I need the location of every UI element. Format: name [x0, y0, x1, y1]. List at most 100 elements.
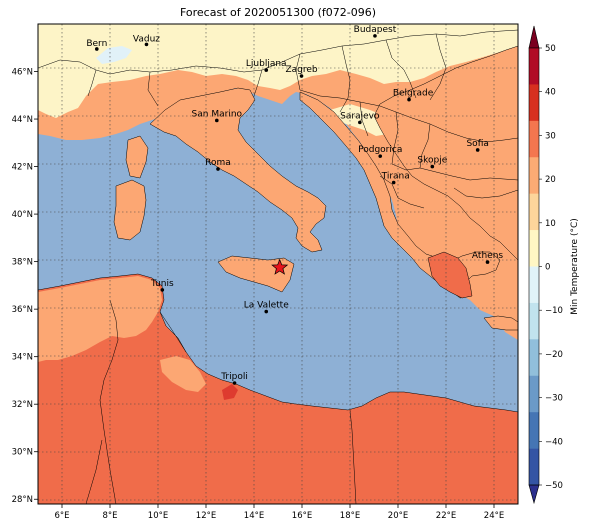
city-dot	[378, 154, 383, 158]
colorbar-tick-label: −20	[545, 350, 563, 360]
colorbar-tick-label: 0	[545, 263, 550, 273]
city-dot	[160, 288, 165, 292]
x-tick-label: 10°E	[148, 511, 168, 521]
city-dot	[430, 164, 435, 169]
marker-layer	[271, 258, 289, 275]
y-tick-label: 46°N	[12, 68, 33, 78]
colorbar-band	[529, 339, 539, 377]
city-label: Belgrade	[393, 89, 434, 99]
land-tunisia-warm	[38, 276, 162, 362]
colorbar-band	[529, 84, 539, 122]
colorbar-band	[529, 302, 539, 340]
y-tick-label: 42°N	[12, 163, 33, 173]
land-italy	[149, 87, 327, 253]
x-tick-label: 12°E	[196, 511, 216, 521]
x-tick-label: 20°E	[388, 511, 408, 521]
x-axis-ticks: 6°E 8°E 10°E 12°E 14°E 16°E 18°E 20°E 22°E 24°E	[54, 504, 504, 521]
city-dot	[407, 97, 411, 102]
colorbar-tick-label: −10	[545, 306, 563, 316]
y-tick-label: 32°N	[12, 400, 33, 410]
x-tick-label: 18°E	[340, 511, 360, 521]
city-dot	[144, 42, 149, 47]
x-tick-label: 16°E	[292, 511, 312, 521]
colorbar-band	[529, 157, 539, 194]
city-label: Roma	[205, 158, 231, 168]
colorbar-tick-label: −50	[545, 481, 563, 491]
city-dot	[358, 120, 362, 125]
colorbar-band	[529, 375, 539, 413]
colorbar-band	[529, 266, 539, 304]
colorbar-band	[529, 412, 539, 449]
city-label: Budapest	[354, 25, 397, 35]
colorbar-tick-label: −30	[545, 394, 563, 404]
colorbar-tick-label: 50	[545, 44, 556, 54]
city-dot	[391, 180, 396, 185]
land-africa	[38, 273, 518, 504]
city-dot	[264, 68, 269, 72]
colorbar-tick-label: 30	[545, 131, 556, 141]
graticule	[38, 24, 518, 504]
y-tick-label: 40°N	[12, 210, 33, 220]
city-label: Podgorica	[358, 145, 402, 155]
colorbar: −50 −40 −30 −20 −10 0 10 20 30 40 50 Min Temperatur…	[528, 25, 580, 505]
land-sardinia	[113, 179, 147, 241]
y-tick-label: 30°N	[12, 448, 33, 458]
colorbar-tick-label: 40	[545, 88, 556, 98]
colorbar-band	[529, 120, 539, 158]
country-borders	[38, 29, 518, 504]
city-dot	[95, 47, 99, 51]
snow-alps	[96, 46, 132, 64]
city-dot	[216, 167, 220, 171]
colorbar-tick-label: −40	[545, 437, 563, 447]
colorbar-band	[529, 448, 539, 486]
y-tick-label: 38°N	[12, 258, 33, 268]
colorbar-tick-label: 20	[545, 175, 556, 185]
map-frame	[37, 23, 519, 505]
city-dot	[232, 381, 237, 385]
land-corsica	[125, 135, 149, 179]
colorbar-tick-label: 10	[545, 219, 556, 229]
x-tick-label: 22°E	[436, 511, 456, 521]
colorbar-band	[529, 48, 539, 85]
city-dot	[485, 260, 490, 264]
city-label: Tunis	[150, 279, 174, 289]
city-label: Ljubljana	[246, 59, 287, 69]
city-dot	[215, 118, 219, 123]
x-tick-label: 24°E	[484, 511, 504, 521]
map-title: Forecast of 2020051300 (f072-096)	[179, 6, 377, 19]
city-label: La Valette	[244, 301, 289, 311]
city-label: Skopje	[417, 156, 447, 166]
city-label: Sarajevo	[340, 111, 380, 121]
x-tick-label: 14°E	[244, 511, 264, 521]
land-balkans	[299, 45, 518, 299]
land-cool-north	[38, 24, 518, 118]
city-label: Tripoli	[220, 372, 248, 382]
city-label: San Marino	[192, 109, 243, 119]
colorbar-extend-min	[528, 484, 540, 505]
location-star-icon	[271, 258, 289, 275]
city-dot	[264, 309, 269, 314]
city-label: Tirana	[381, 171, 410, 181]
y-axis-ticks: 28°N 30°N 32°N 34°N 36°N 38°N 40°N 42°N 44°N 46°N	[12, 68, 38, 505]
y-tick-label: 34°N	[12, 353, 33, 363]
y-tick-label: 36°N	[12, 305, 33, 315]
colorbar-title: Min Temperature (°C)	[570, 218, 580, 315]
colorbar-extend-max	[528, 25, 540, 49]
city-label: Sofia	[466, 139, 488, 149]
y-tick-label: 44°N	[12, 115, 33, 125]
city-label: Zagreb	[285, 65, 317, 75]
city-label: Bern	[86, 39, 107, 49]
x-tick-label: 8°E	[102, 511, 117, 521]
x-tick-label: 6°E	[54, 511, 69, 521]
land-cool-balkans	[330, 104, 392, 136]
city-label: Athens	[472, 251, 503, 261]
city-dot	[373, 34, 377, 38]
city-label: Vaduz	[133, 34, 160, 44]
city-dot	[475, 148, 480, 152]
colorbar-band	[529, 230, 539, 267]
land-libya-warm	[160, 356, 206, 392]
colorbar-band	[529, 193, 539, 231]
city-dot	[299, 74, 304, 78]
